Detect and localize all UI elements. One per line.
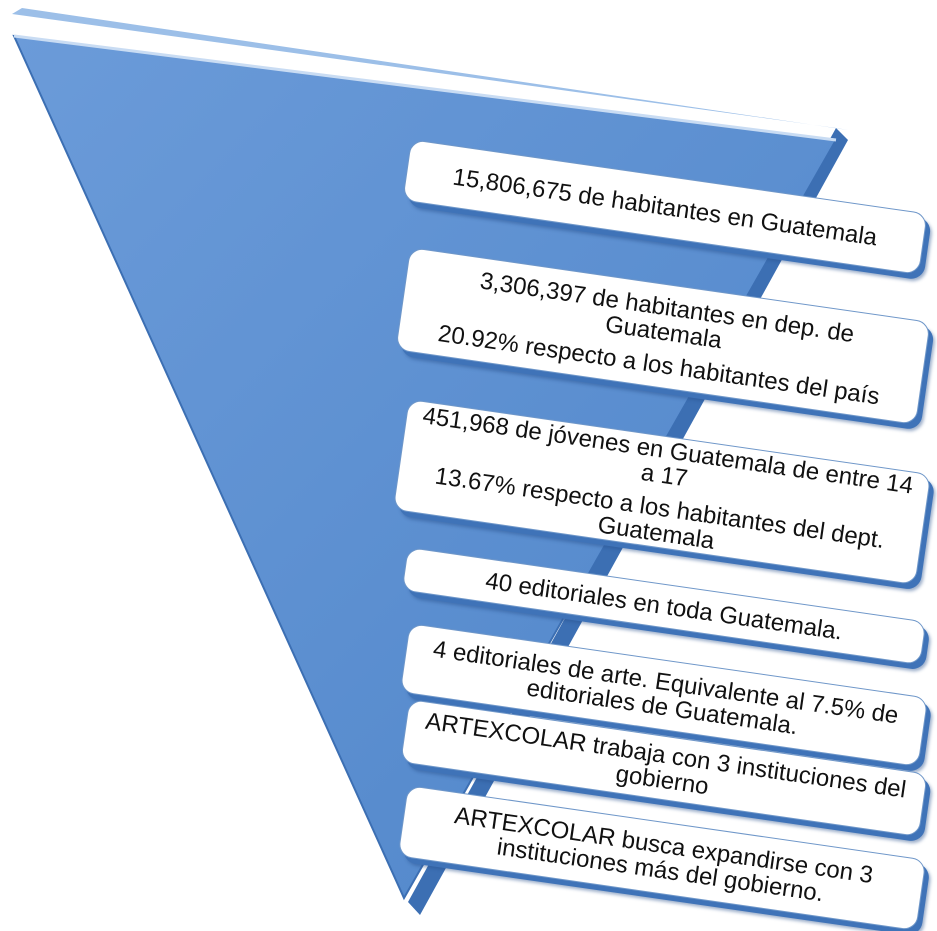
funnel-item-1: 15,806,675 de habitantes en Guatemala	[402, 139, 928, 275]
funnel-top-rim	[12, 8, 848, 130]
funnel-highlight-edge	[13, 34, 837, 142]
item-1-line-1: 15,806,675 de habitantes en Guatemala	[451, 163, 879, 251]
funnel-item-2: 3,306,397 de habitantes en dep. de Guate…	[395, 247, 931, 425]
item-4-line-1: 40 editoriales en toda Guatemala.	[483, 566, 845, 646]
